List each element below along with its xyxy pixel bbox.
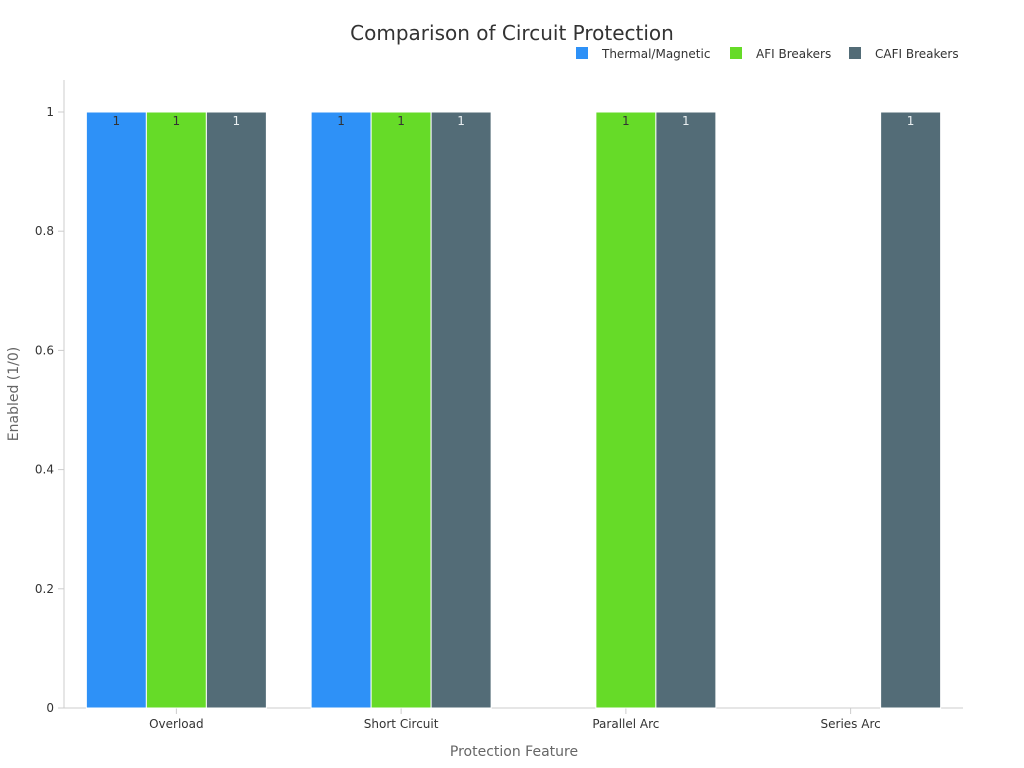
bar-value-label: 1 — [233, 114, 241, 128]
x-tick-label: Parallel Arc — [592, 717, 659, 731]
bar-value-label: 1 — [337, 114, 345, 128]
y-tick-label: 0.6 — [35, 343, 54, 357]
bar — [595, 111, 657, 709]
bar — [370, 111, 432, 709]
bar-labels: 1 1 1 1 1 1 1 1 1 — [113, 114, 915, 128]
legend-swatch — [576, 47, 588, 59]
legend-swatch — [730, 47, 742, 59]
y-tick-label: 0.2 — [35, 582, 54, 596]
bar-value-label: 1 — [173, 114, 181, 128]
y-tick-label: 0.4 — [35, 463, 54, 477]
x-tick-label: Overload — [149, 717, 204, 731]
y-tick-label: 0 — [46, 701, 54, 715]
bar — [145, 111, 207, 709]
chart-title: Comparison of Circuit Protection — [350, 21, 674, 45]
axes: 0 0.2 0.4 0.6 0.8 1 Overload Short Circuit Paral… — [35, 80, 963, 731]
y-tick-label: 0.8 — [35, 224, 54, 238]
bar-value-label: 1 — [907, 114, 915, 128]
bar — [430, 111, 492, 709]
bar-value-label: 1 — [457, 114, 465, 128]
legend-label: CAFI Breakers — [875, 47, 959, 61]
x-tick-label: Series Arc — [821, 717, 881, 731]
bar-value-label: 1 — [682, 114, 690, 128]
bar-value-label: 1 — [622, 114, 630, 128]
bar-value-label: 1 — [113, 114, 121, 128]
x-axis-title: Protection Feature — [450, 744, 578, 760]
bar — [85, 111, 147, 709]
bar — [310, 111, 372, 709]
x-tick-label: Short Circuit — [364, 717, 439, 731]
bar — [655, 111, 717, 709]
bar — [205, 111, 267, 709]
legend-label: AFI Breakers — [756, 47, 831, 61]
legend-label: Thermal/Magnetic — [601, 47, 710, 61]
y-tick-label: 1 — [46, 105, 54, 119]
legend-swatch — [849, 47, 861, 59]
legend: Thermal/Magnetic AFI Breakers CAFI Breaker… — [576, 47, 959, 61]
bar-value-label: 1 — [397, 114, 405, 128]
y-axis-title: Enabled (1/0) — [6, 347, 22, 441]
bars — [85, 111, 942, 709]
bar — [880, 111, 942, 709]
